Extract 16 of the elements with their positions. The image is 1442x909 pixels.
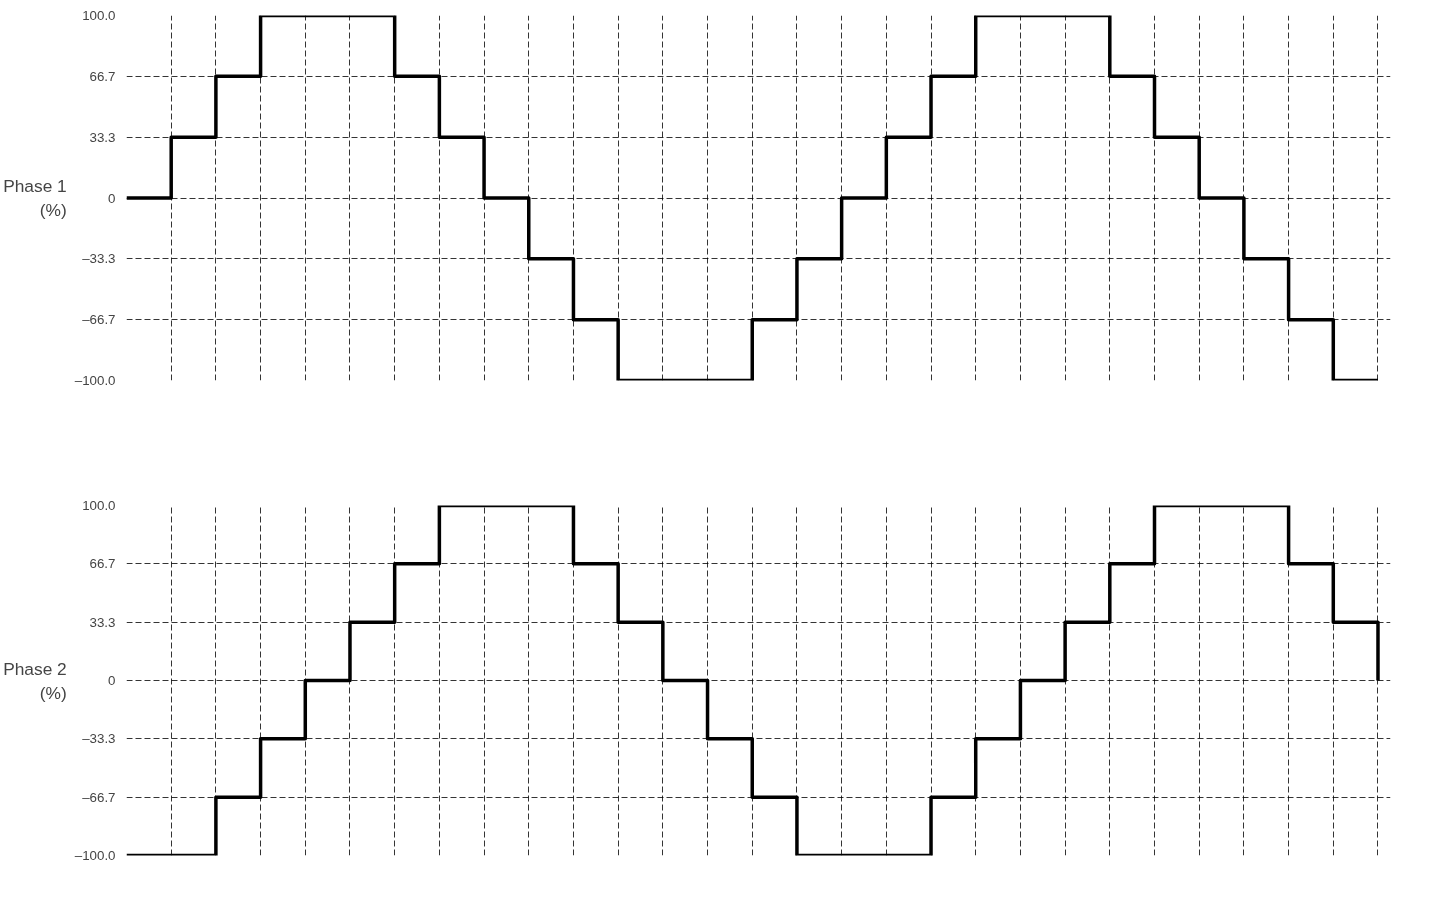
y-tick-label: –33.3 — [82, 731, 116, 747]
y-tick-label: 33.3 — [89, 129, 116, 145]
y-tick-label: 100.0 — [82, 8, 116, 23]
y-tick-label: –66.7 — [82, 312, 116, 328]
y-tick-label: –66.7 — [82, 789, 116, 805]
y-tick-label: 33.3 — [89, 614, 116, 630]
y-axis-title: Phase 1 (%) — [3, 176, 67, 220]
y-tick-label: 100.0 — [82, 498, 116, 513]
y-tick-label: –33.3 — [82, 251, 116, 267]
y-tick-label: 0 — [108, 673, 116, 688]
y-axis-title: Phase 2 (%) — [3, 658, 67, 703]
y-tick-label: –100.0 — [74, 373, 116, 388]
y-tick-label: 0 — [108, 190, 116, 206]
y-tick-label: 66.7 — [89, 68, 116, 84]
y-tick-label: –100.0 — [74, 848, 116, 863]
y-tick-label: 66.7 — [89, 556, 116, 572]
